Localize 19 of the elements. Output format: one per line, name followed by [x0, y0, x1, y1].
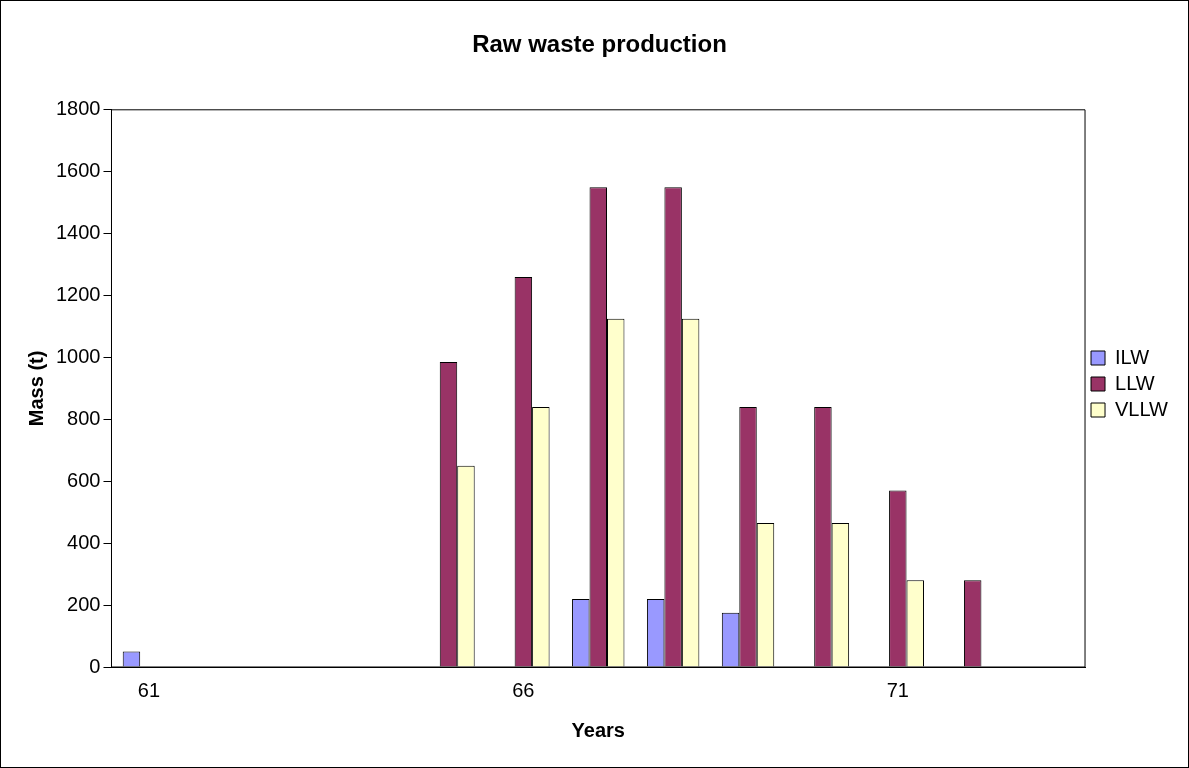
x-tick-label: 66 — [512, 678, 535, 701]
y-tick-label: 400 — [67, 530, 101, 553]
chart-title: Raw waste production — [472, 30, 727, 58]
y-tick-label: 1600 — [55, 159, 101, 182]
legend-label: ILW — [1115, 345, 1150, 368]
y-tick-label: 1000 — [55, 344, 101, 367]
x-axis-title: Years — [571, 718, 625, 741]
y-tick-label: 0 — [89, 654, 101, 677]
x-tick-label: 61 — [137, 678, 161, 701]
y-tick-label: 1200 — [55, 283, 101, 306]
legend-label: LLW — [1115, 371, 1155, 394]
y-axis-title: Mass (t) — [24, 350, 47, 427]
x-tick-label: 71 — [886, 678, 909, 701]
y-tick-label: 800 — [67, 406, 101, 429]
legend-label: VLLW — [1115, 397, 1169, 420]
y-tick-label: 600 — [67, 468, 101, 491]
y-tick-label: 1800 — [55, 97, 101, 120]
y-tick-label: 200 — [67, 592, 101, 615]
y-tick-label: 1400 — [55, 221, 101, 244]
